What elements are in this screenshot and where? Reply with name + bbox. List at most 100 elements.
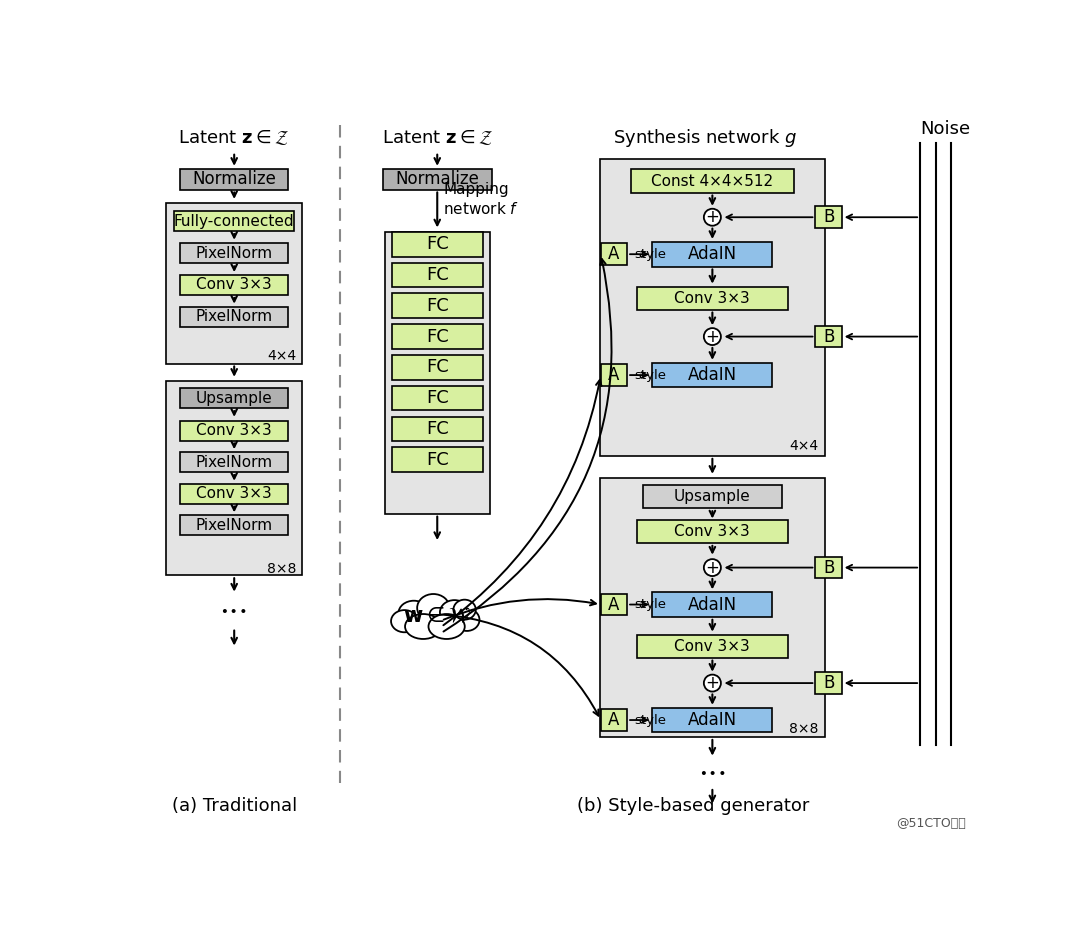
- Text: +: +: [705, 328, 719, 346]
- FancyBboxPatch shape: [600, 479, 825, 737]
- FancyBboxPatch shape: [392, 232, 483, 257]
- FancyBboxPatch shape: [180, 388, 288, 408]
- FancyBboxPatch shape: [652, 242, 772, 266]
- Circle shape: [704, 675, 721, 692]
- Text: AdaIN: AdaIN: [688, 711, 737, 729]
- FancyBboxPatch shape: [383, 170, 491, 190]
- Text: +: +: [705, 209, 719, 227]
- Text: Fully-connected: Fully-connected: [174, 213, 295, 228]
- Text: style: style: [634, 368, 666, 381]
- Text: Normalize: Normalize: [395, 171, 480, 189]
- Circle shape: [704, 329, 721, 346]
- FancyBboxPatch shape: [652, 592, 772, 616]
- Text: Synthesis network $g$: Synthesis network $g$: [612, 126, 797, 149]
- Text: FC: FC: [426, 328, 448, 346]
- FancyBboxPatch shape: [600, 709, 627, 731]
- Ellipse shape: [429, 614, 464, 639]
- Text: FC: FC: [426, 235, 448, 253]
- Text: FC: FC: [426, 296, 448, 314]
- Ellipse shape: [405, 614, 442, 639]
- FancyBboxPatch shape: [815, 326, 841, 347]
- FancyBboxPatch shape: [180, 244, 288, 263]
- Circle shape: [704, 209, 721, 226]
- Ellipse shape: [399, 600, 429, 626]
- Text: +: +: [705, 559, 719, 577]
- FancyBboxPatch shape: [392, 294, 483, 318]
- FancyBboxPatch shape: [166, 203, 302, 363]
- FancyBboxPatch shape: [600, 594, 627, 615]
- FancyBboxPatch shape: [180, 275, 288, 295]
- FancyBboxPatch shape: [174, 211, 294, 231]
- Text: Const 4×4×512: Const 4×4×512: [651, 174, 773, 189]
- Ellipse shape: [417, 594, 449, 622]
- FancyBboxPatch shape: [637, 634, 788, 658]
- Text: Conv 3×3: Conv 3×3: [675, 524, 751, 539]
- Text: style: style: [634, 598, 666, 611]
- Text: Conv 3×3: Conv 3×3: [197, 423, 272, 438]
- Text: PixelNorm: PixelNorm: [195, 455, 273, 469]
- Text: +: +: [705, 674, 719, 692]
- Text: Latent $\mathbf{z} \in \mathcal{Z}$: Latent $\mathbf{z} \in \mathcal{Z}$: [381, 128, 492, 147]
- Text: Upsample: Upsample: [195, 391, 272, 406]
- FancyBboxPatch shape: [180, 307, 288, 327]
- FancyBboxPatch shape: [631, 170, 794, 193]
- FancyBboxPatch shape: [180, 515, 288, 535]
- Text: Noise: Noise: [920, 120, 970, 138]
- Text: Mapping
network $f$: Mapping network $f$: [444, 182, 519, 217]
- Text: A: A: [608, 711, 620, 729]
- FancyBboxPatch shape: [652, 362, 772, 387]
- FancyBboxPatch shape: [180, 170, 288, 190]
- Text: FC: FC: [426, 359, 448, 377]
- Text: (b) Style-based generator: (b) Style-based generator: [577, 798, 809, 816]
- FancyBboxPatch shape: [180, 420, 288, 441]
- FancyBboxPatch shape: [384, 232, 489, 514]
- Ellipse shape: [454, 599, 476, 619]
- FancyBboxPatch shape: [392, 262, 483, 287]
- FancyBboxPatch shape: [600, 244, 627, 265]
- Text: AdaIN: AdaIN: [688, 366, 737, 384]
- Text: AdaIN: AdaIN: [688, 596, 737, 614]
- FancyBboxPatch shape: [815, 557, 841, 579]
- FancyBboxPatch shape: [166, 381, 302, 575]
- Text: Conv 3×3: Conv 3×3: [197, 278, 272, 293]
- Text: 4×4: 4×4: [789, 439, 819, 453]
- FancyBboxPatch shape: [180, 483, 288, 504]
- Text: Conv 3×3: Conv 3×3: [675, 291, 751, 306]
- Text: PixelNorm: PixelNorm: [195, 246, 273, 261]
- Text: style: style: [634, 247, 666, 261]
- Text: A: A: [608, 366, 620, 384]
- FancyBboxPatch shape: [392, 386, 483, 411]
- Text: Upsample: Upsample: [674, 489, 751, 504]
- FancyBboxPatch shape: [652, 708, 772, 733]
- Ellipse shape: [391, 610, 418, 632]
- Text: PixelNorm: PixelNorm: [195, 309, 273, 324]
- Text: ···: ···: [698, 760, 727, 791]
- Text: Conv 3×3: Conv 3×3: [675, 639, 751, 653]
- Text: B: B: [823, 674, 835, 692]
- Text: FC: FC: [426, 420, 448, 438]
- Text: A: A: [608, 596, 620, 614]
- Text: 8×8: 8×8: [789, 722, 819, 736]
- FancyBboxPatch shape: [637, 520, 788, 543]
- Text: @51CTO博客: @51CTO博客: [896, 817, 966, 830]
- Text: Latent $\mathbf{z} \in \mathcal{Z}$: Latent $\mathbf{z} \in \mathcal{Z}$: [178, 128, 289, 147]
- Text: style: style: [634, 714, 666, 727]
- FancyBboxPatch shape: [392, 447, 483, 472]
- Text: B: B: [823, 209, 835, 227]
- FancyBboxPatch shape: [815, 672, 841, 694]
- Text: PixelNorm: PixelNorm: [195, 517, 273, 532]
- Text: FC: FC: [426, 266, 448, 284]
- Ellipse shape: [440, 600, 469, 625]
- FancyBboxPatch shape: [815, 207, 841, 228]
- Text: $\mathbf{w} \in \mathcal{W}$: $\mathbf{w} \in \mathcal{W}$: [403, 606, 472, 626]
- Text: B: B: [823, 559, 835, 577]
- Text: (a) Traditional: (a) Traditional: [172, 798, 297, 816]
- Text: 8×8: 8×8: [267, 562, 296, 576]
- Text: ···: ···: [219, 598, 248, 630]
- FancyBboxPatch shape: [637, 287, 788, 310]
- FancyBboxPatch shape: [600, 364, 627, 386]
- Text: B: B: [823, 328, 835, 346]
- Circle shape: [704, 559, 721, 576]
- FancyBboxPatch shape: [392, 416, 483, 441]
- FancyBboxPatch shape: [643, 485, 782, 508]
